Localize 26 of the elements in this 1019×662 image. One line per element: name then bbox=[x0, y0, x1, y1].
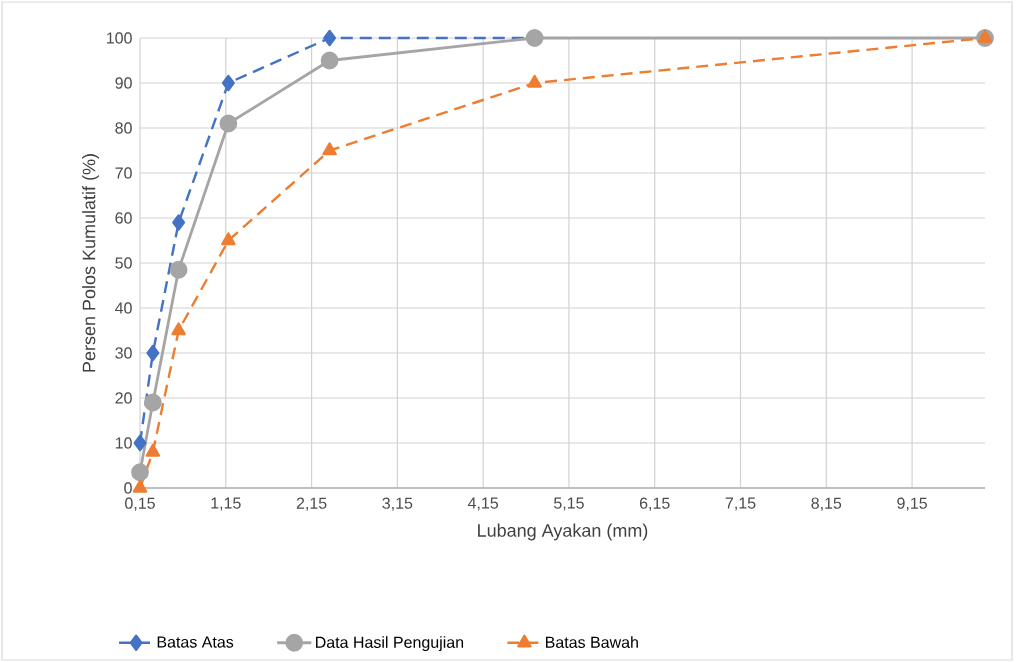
y-tick-label: 20 bbox=[115, 392, 132, 404]
x-tick-label: 3,15 bbox=[382, 497, 413, 511]
x-tick-label: 1,15 bbox=[211, 497, 241, 511]
x-tick-label: 7,15 bbox=[725, 497, 756, 511]
legend-label: Batas Atas bbox=[157, 636, 234, 648]
x-tick-label: 9,15 bbox=[897, 497, 927, 511]
y-tick-label: 90 bbox=[115, 77, 132, 89]
y-tick-label: 10 bbox=[115, 437, 132, 449]
legend-label: Data Hasil Pengujian bbox=[316, 636, 464, 652]
y-tick-label: 70 bbox=[115, 167, 132, 179]
y-axis-title: Persen Polos Kumulatif (%) bbox=[82, 154, 99, 372]
x-tick-label: 6,15 bbox=[639, 497, 670, 511]
x-tick-label: 8,15 bbox=[811, 497, 842, 511]
x-axis-title: Lubang Ayakan (mm) bbox=[478, 523, 648, 541]
y-tick-label: 40 bbox=[115, 302, 132, 314]
y-tick-label: 100 bbox=[107, 32, 132, 44]
x-tick-label: 5,15 bbox=[554, 497, 584, 511]
x-tick-label: 4,15 bbox=[467, 497, 499, 511]
x-tick-label: 2,15 bbox=[296, 497, 327, 511]
y-tick-label: 60 bbox=[115, 212, 132, 224]
legend-label: Batas Bawah bbox=[546, 636, 638, 648]
y-tick-label: 30 bbox=[115, 347, 132, 359]
y-tick-label: 0 bbox=[124, 482, 132, 494]
y-tick-label: 80 bbox=[115, 122, 132, 134]
x-tick-label: 0,15 bbox=[125, 497, 155, 511]
y-tick-label: 50 bbox=[115, 257, 132, 269]
